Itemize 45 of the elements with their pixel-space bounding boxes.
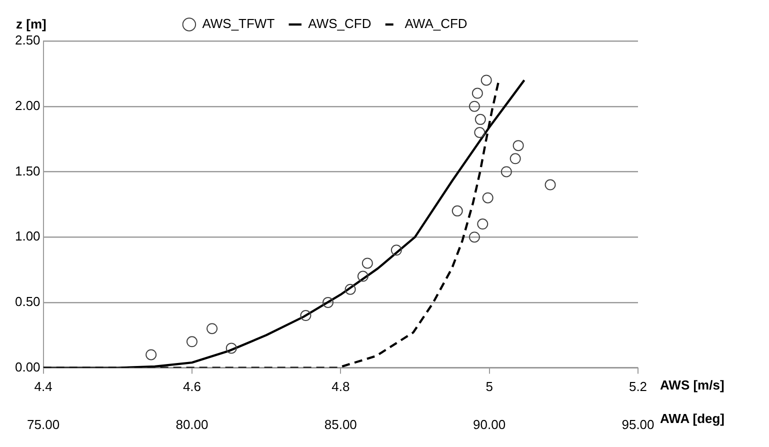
y-tick-label: 1.50 <box>14 163 40 178</box>
point <box>480 74 492 86</box>
point <box>474 127 486 138</box>
point <box>544 179 556 190</box>
point <box>510 153 521 164</box>
point <box>344 284 356 295</box>
x-tick-label: 4.8 <box>332 379 350 394</box>
y-axis-title: z [m] <box>16 16 46 32</box>
x2-axis-title: AWA [deg] <box>660 410 725 426</box>
point <box>206 323 218 334</box>
legend-label: AWA_CFD <box>404 16 468 32</box>
point <box>300 310 312 322</box>
legend-label: AWS_CFD <box>308 16 372 32</box>
point <box>390 244 402 256</box>
point <box>357 270 368 282</box>
x-axis-title: AWS [m/s] <box>660 377 724 392</box>
y-tick-label: 2.00 <box>14 98 40 113</box>
point <box>482 192 494 204</box>
point <box>500 166 512 178</box>
x-tick-label: 4.6 <box>182 379 202 394</box>
x2-tick-label: 80.00 <box>176 416 208 432</box>
point <box>468 232 480 243</box>
x-tick-label: 5.2 <box>628 379 648 394</box>
x2-tick-label: 75.00 <box>27 416 60 432</box>
point <box>362 258 373 269</box>
x2-tick-label: 95.00 <box>622 416 654 432</box>
point <box>322 296 334 308</box>
point <box>226 342 237 354</box>
y-tick-label: 1.00 <box>14 228 40 244</box>
point <box>452 205 463 216</box>
point <box>472 88 483 99</box>
x-tick-label: 5 <box>486 379 493 394</box>
point <box>468 100 480 112</box>
y-tick-label: 0.00 <box>14 359 40 374</box>
y-tick-label: 0.50 <box>14 294 40 310</box>
x2-tick-label: 85.00 <box>324 416 357 432</box>
x-tick-label: 4.4 <box>34 379 52 394</box>
point <box>474 114 486 125</box>
point <box>186 336 198 348</box>
legend-label: AWS_TFWT <box>202 16 275 32</box>
point <box>146 349 157 360</box>
point <box>512 140 524 152</box>
y-tick-label: 2.50 <box>14 32 40 48</box>
x2-tick-label: 90.00 <box>473 416 506 432</box>
point <box>477 218 488 230</box>
